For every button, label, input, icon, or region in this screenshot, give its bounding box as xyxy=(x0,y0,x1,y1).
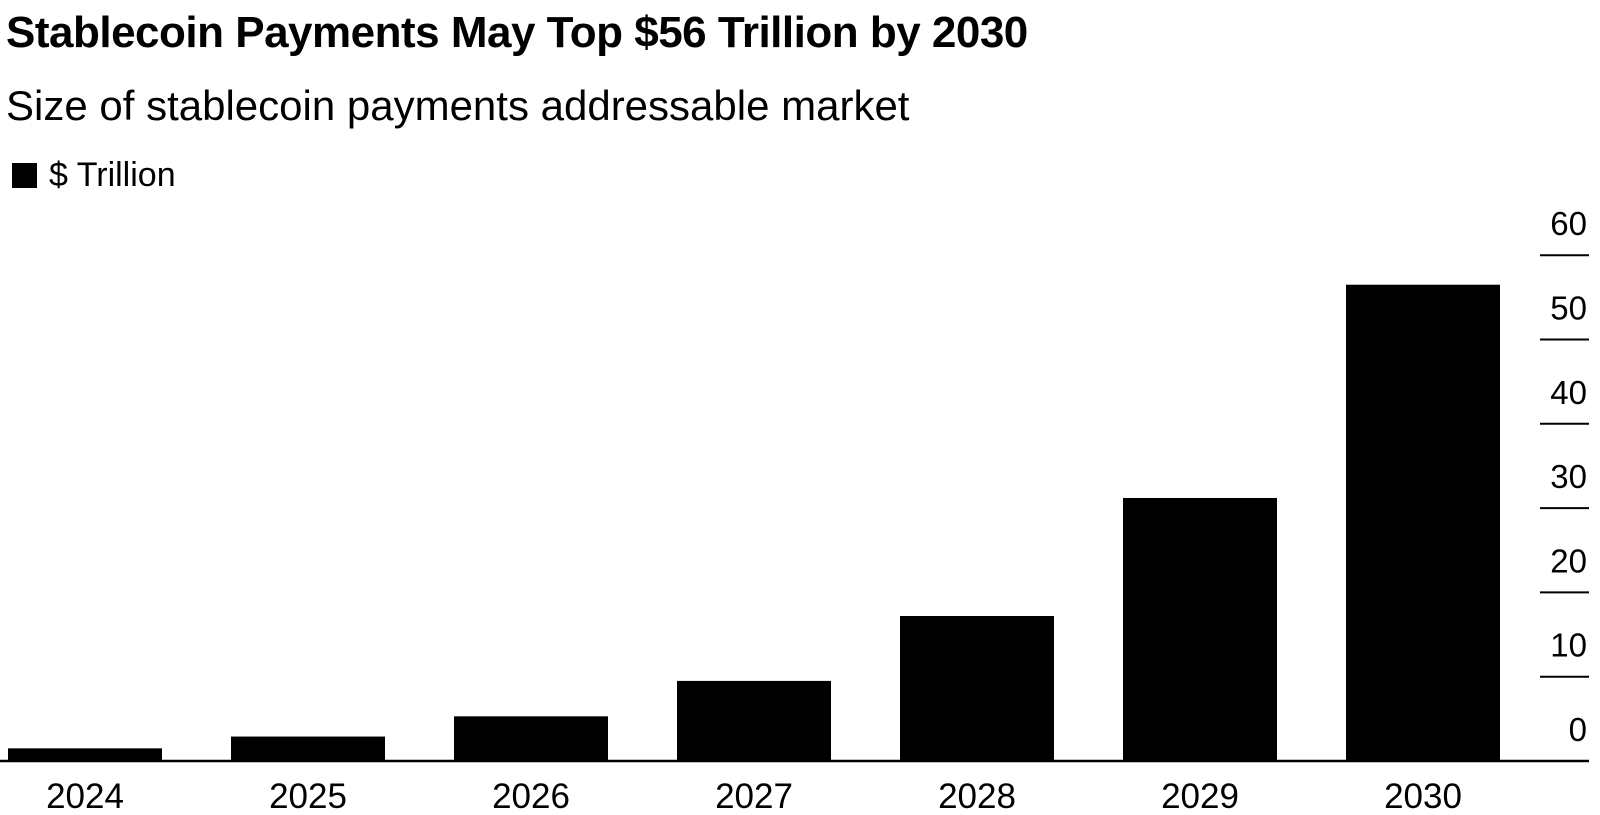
x-tick-label-2027: 2027 xyxy=(715,777,793,815)
bars-group xyxy=(8,284,1500,761)
y-tick-label-20: 20 xyxy=(1550,542,1587,579)
x-tick-label-2028: 2028 xyxy=(938,777,1016,815)
y-axis: 0 10 20 30 40 50 60 xyxy=(1540,205,1589,748)
legend: $ Trillion xyxy=(12,156,176,195)
chart-subtitle: Size of stablecoin payments addressable … xyxy=(6,82,910,129)
y-tick-label-0: 0 xyxy=(1569,711,1587,748)
bar-2029 xyxy=(1123,497,1277,761)
x-tick-label-2025: 2025 xyxy=(269,777,347,815)
legend-label: $ Trillion xyxy=(49,156,176,194)
x-tick-label-2029: 2029 xyxy=(1161,777,1239,815)
y-tick-label-10: 10 xyxy=(1550,627,1587,664)
bar-2024 xyxy=(8,748,162,761)
x-tick-label-2030: 2030 xyxy=(1384,777,1462,815)
chart-title: Stablecoin Payments May Top $56 Trillion… xyxy=(6,8,1028,57)
x-axis: 2024 2025 2026 2027 2028 2029 2030 xyxy=(0,759,1589,815)
x-tick-label-2026: 2026 xyxy=(492,777,570,815)
bar-2025 xyxy=(231,736,385,761)
bar-2027 xyxy=(677,680,831,761)
y-tick-label-60: 60 xyxy=(1550,205,1587,242)
y-tick-label-30: 30 xyxy=(1550,458,1587,495)
bar-2026 xyxy=(454,716,608,761)
y-tick-label-50: 50 xyxy=(1550,290,1587,327)
bar-2030 xyxy=(1346,284,1500,761)
y-tick-label-40: 40 xyxy=(1550,374,1587,411)
bar-2028 xyxy=(900,616,1054,761)
x-tick-label-2024: 2024 xyxy=(46,777,124,815)
legend-swatch xyxy=(12,163,37,188)
